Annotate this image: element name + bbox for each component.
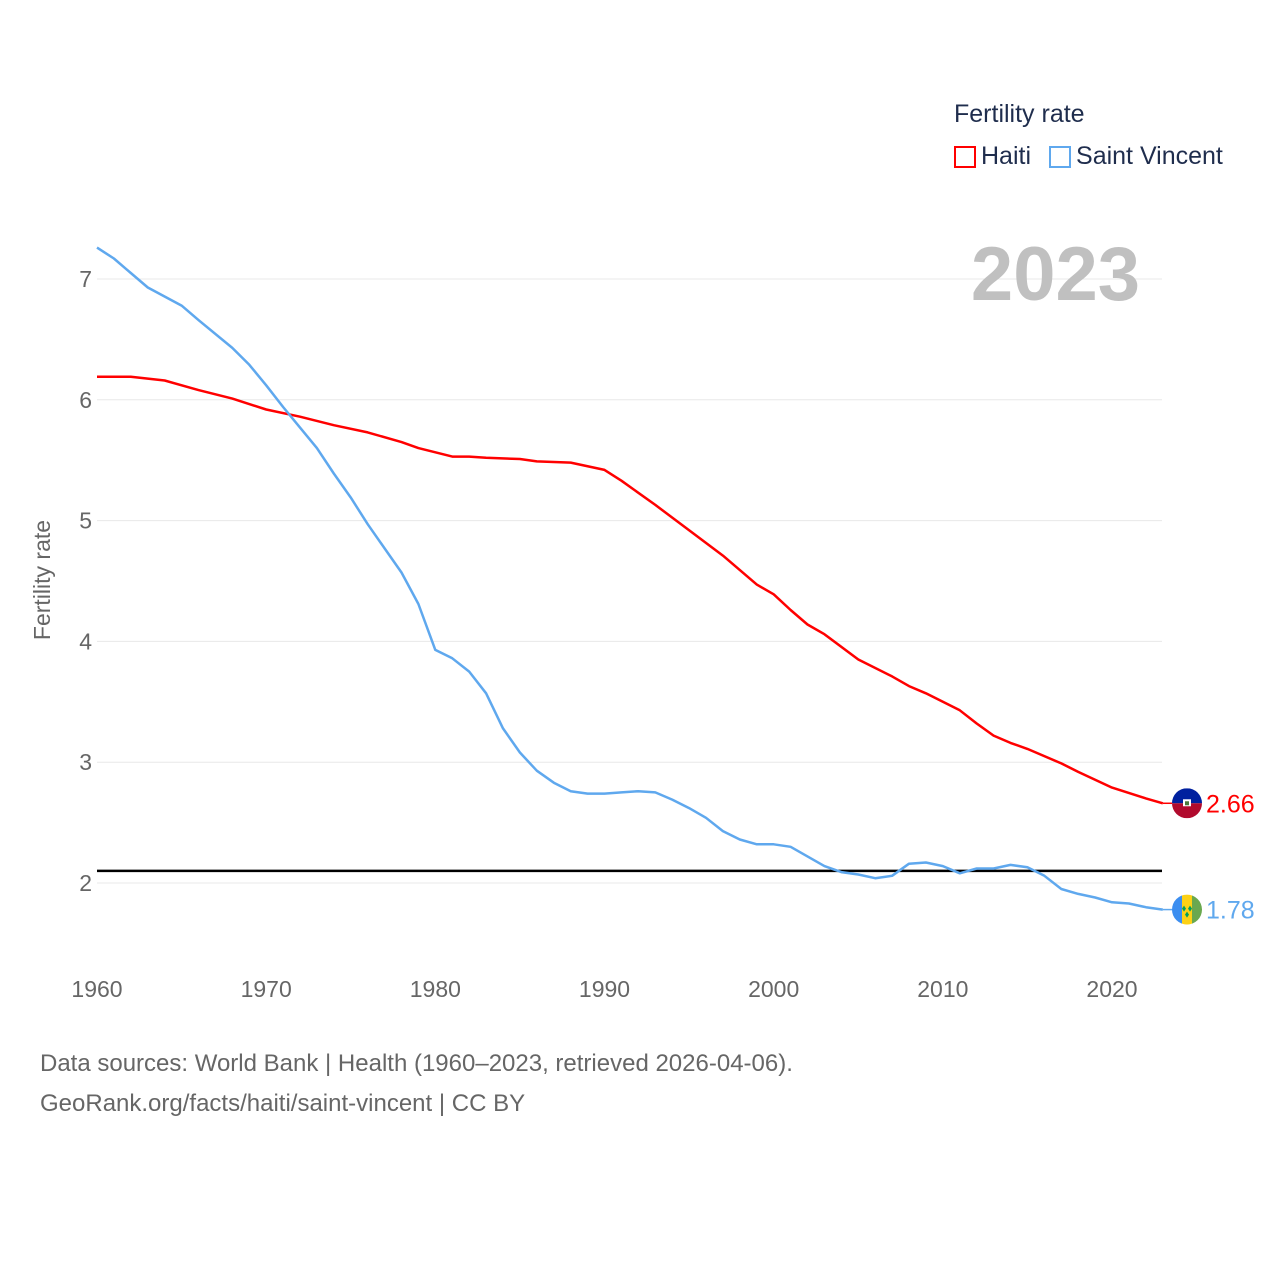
x-tick-label: 1990 [579, 976, 630, 1002]
legend-label: Saint Vincent [1076, 142, 1223, 170]
end-value-label: 2.66 [1206, 790, 1255, 818]
x-tick-label: 2020 [1086, 976, 1137, 1002]
saint-vincent-flag-icon [1172, 894, 1202, 925]
legend-item-haiti[interactable]: Haiti [954, 142, 1031, 171]
series-line-saint-vincent [96, 246, 1163, 911]
end-value-label: 1.78 [1206, 897, 1255, 925]
year-label: 2023 [971, 232, 1140, 317]
y-tick-label: 5 [79, 508, 92, 534]
legend-swatch-haiti [954, 145, 976, 168]
legend-item-saint-vincent[interactable]: Saint Vincent [1049, 142, 1223, 171]
footer: Data sources: World Bank | Health (1960–… [40, 1044, 793, 1124]
y-tick-label: 7 [79, 266, 92, 292]
x-tick-label: 2010 [917, 976, 968, 1002]
source-link[interactable]: GeoRank.org/facts/haiti/saint-vincent | … [40, 1090, 526, 1117]
series-line-haiti [97, 375, 1164, 805]
legend-label: Haiti [981, 142, 1032, 170]
x-tick-label: 1980 [410, 976, 461, 1002]
legend-swatch-saint-vincent [1049, 145, 1072, 168]
y-tick-label: 6 [79, 387, 92, 413]
y-tick-label: 4 [79, 628, 92, 654]
x-tick-label: 2000 [748, 976, 799, 1002]
x-tick-label: 1960 [71, 976, 122, 1002]
y-axis-label: Fertility rate [29, 520, 55, 640]
legend: Haiti Saint Vincent [954, 142, 1223, 171]
y-tick-label: 3 [79, 749, 92, 775]
legend-title: Fertility rate [954, 100, 1085, 128]
y-tick-label: 2 [79, 870, 92, 896]
haiti-flag-icon [1172, 788, 1202, 819]
x-tick-label: 1970 [241, 976, 292, 1002]
data-source-text: Data sources: World Bank | Health (1960–… [40, 1050, 793, 1077]
